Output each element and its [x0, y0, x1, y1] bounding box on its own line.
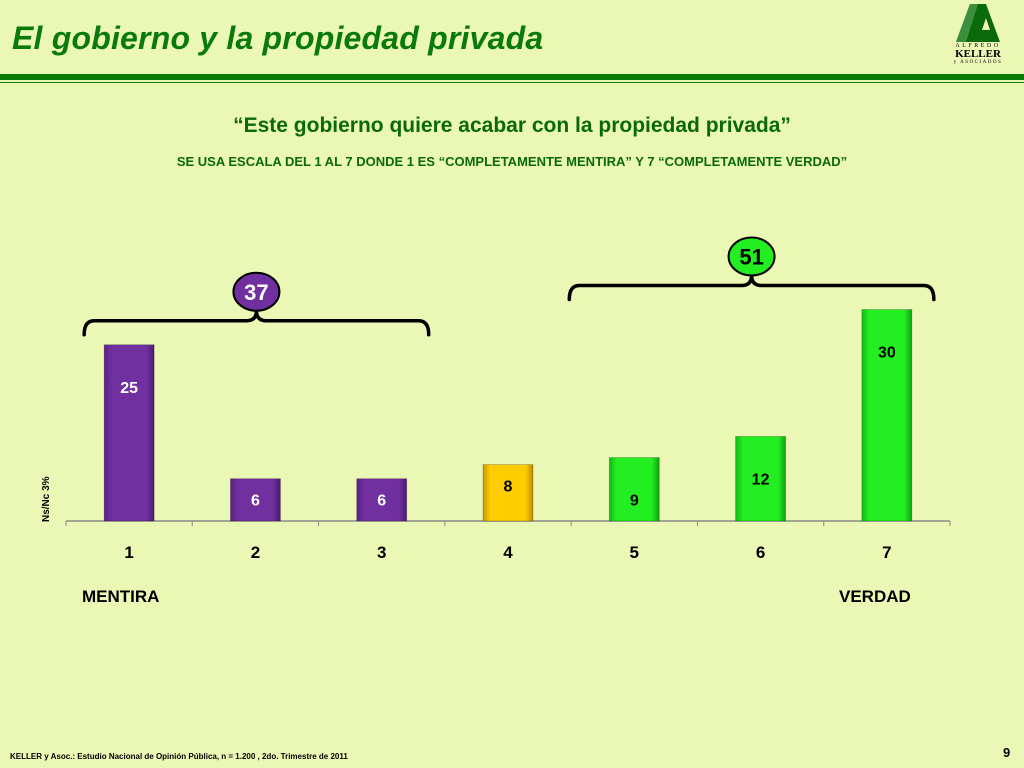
data-label-2: 6	[251, 493, 260, 510]
group-total-label-0: 37	[244, 280, 268, 305]
page-number: 9	[1003, 745, 1011, 760]
logo-mark-icon	[956, 4, 1000, 42]
logo-top-text: ALFREDO	[955, 43, 1001, 49]
header-divider-thin	[0, 82, 1024, 83]
source-footnote: KELLER y Asoc.: Estudio Nacional de Opin…	[10, 752, 348, 761]
x-tick-label-3: 3	[377, 543, 386, 562]
x-tick-label-1: 1	[124, 543, 133, 562]
right-end-label: VERDAD	[839, 587, 911, 606]
logo-main-text: KELLER	[955, 48, 1001, 60]
bar-5	[608, 457, 660, 522]
left-end-label: MENTIRA	[82, 587, 160, 606]
survey-quote: “Este gobierno quiere acabar con la prop…	[233, 114, 791, 137]
bar-7	[861, 309, 913, 522]
keller-logo: ALFREDO KELLER y ASOCIADOS	[950, 4, 1006, 72]
group-total-badge-1	[727, 236, 776, 277]
header-divider	[0, 74, 1024, 80]
group-total-label-1: 51	[739, 245, 763, 270]
bar-3	[356, 478, 408, 522]
bar-2	[230, 478, 281, 522]
data-label-7: 30	[878, 345, 896, 362]
data-label-1: 25	[120, 380, 138, 397]
x-tick-label-6: 6	[756, 543, 765, 562]
data-label-5: 9	[630, 493, 639, 510]
data-label-6: 12	[752, 471, 770, 488]
group-total-badge-0	[232, 271, 281, 312]
data-label-4: 8	[504, 479, 513, 496]
x-tick-label-2: 2	[251, 543, 260, 562]
bar-4	[482, 464, 534, 522]
group-brace-1	[567, 275, 936, 302]
ns-nc-label: Ns/Nc 3%	[41, 476, 52, 522]
scale-note: SE USA ESCALA DEL 1 AL 7 DONDE 1 ES “COM…	[176, 154, 848, 169]
group-brace-0	[82, 310, 431, 337]
bar-6	[735, 435, 786, 522]
x-tick-label-7: 7	[882, 543, 891, 562]
page-title: El gobierno y la propiedad privada	[12, 20, 544, 56]
data-label-3: 6	[377, 493, 386, 510]
bar-1	[103, 344, 155, 522]
x-tick-label-4: 4	[503, 543, 513, 562]
logo-bottom-text: y ASOCIADOS	[953, 60, 1003, 65]
x-tick-label-5: 5	[630, 543, 639, 562]
